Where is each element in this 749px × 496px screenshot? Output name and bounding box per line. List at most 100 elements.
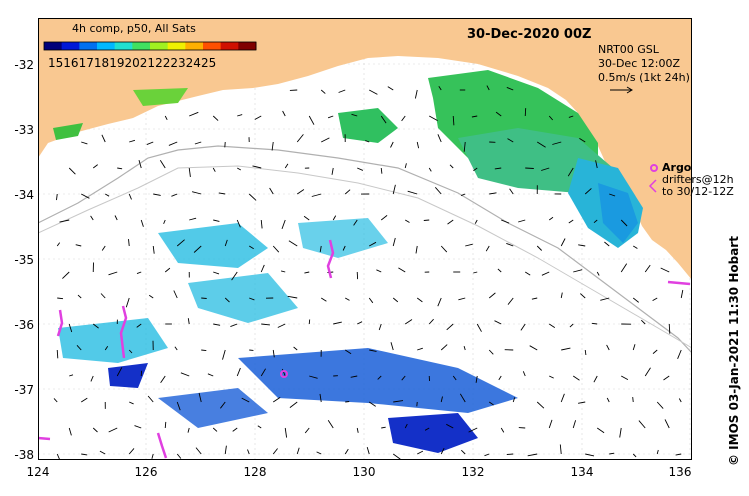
- current-vector: [381, 426, 386, 429]
- argo-legend-marker: [650, 164, 658, 172]
- current-vector: [188, 167, 191, 177]
- current-vector: [222, 349, 226, 360]
- argo-float-marker[interactable]: [280, 370, 288, 378]
- colorbar-segment: [132, 42, 151, 50]
- current-vector: [220, 401, 226, 409]
- current-vector: [207, 373, 214, 377]
- current-vector: [580, 293, 586, 299]
- current-vector: [434, 187, 442, 195]
- current-vector: [520, 323, 526, 331]
- current-vector: [366, 446, 370, 455]
- current-vector: [311, 193, 322, 197]
- current-vector: [53, 398, 58, 403]
- current-vector: [428, 318, 434, 325]
- colorbar-tick: 24: [185, 56, 201, 70]
- current-vector: [232, 427, 238, 432]
- current-vector: [585, 453, 595, 457]
- current-vector: [176, 401, 181, 411]
- current-vector: [404, 163, 407, 169]
- current-vector: [176, 453, 182, 459]
- current-vectors: [53, 85, 684, 460]
- info-line: 30-Dec 12:00Z: [598, 57, 680, 70]
- map-canvas[interactable]: [38, 18, 692, 460]
- current-vector: [288, 240, 298, 247]
- current-vector: [476, 323, 482, 332]
- current-vector: [640, 319, 646, 325]
- current-vector: [344, 189, 351, 195]
- colorbar-tick: 23: [170, 56, 186, 70]
- current-vector: [660, 267, 670, 273]
- current-vector: [529, 345, 538, 351]
- current-vector: [621, 375, 629, 380]
- current-vector: [105, 193, 110, 197]
- current-vector: [104, 345, 109, 351]
- colorbar-segment: [203, 42, 222, 50]
- current-vector: [304, 271, 310, 274]
- lat-label: -34: [14, 188, 34, 202]
- current-vector: [164, 421, 167, 429]
- current-vector: [212, 115, 219, 121]
- current-vector: [512, 397, 516, 403]
- colorbar-segment: [61, 42, 80, 50]
- current-vector: [656, 401, 664, 409]
- current-vector: [488, 292, 496, 299]
- current-vector: [100, 293, 106, 299]
- current-vector: [463, 345, 466, 351]
- current-vector: [485, 245, 490, 252]
- current-vector: [460, 193, 466, 197]
- current-vector: [447, 219, 454, 225]
- current-vector: [338, 89, 346, 93]
- current-vector: [327, 115, 334, 119]
- current-vector: [237, 114, 243, 117]
- current-vector: [195, 447, 202, 455]
- current-vector: [609, 193, 616, 197]
- current-vector: [191, 191, 202, 195]
- current-vector: [129, 401, 134, 405]
- current-vector: [572, 420, 577, 429]
- current-vector: [164, 267, 171, 273]
- colorbar-tick: 16: [63, 56, 79, 70]
- current-vector: [81, 141, 88, 145]
- lon-label: 128: [243, 465, 267, 479]
- current-vector: [365, 140, 370, 143]
- colorbar: [43, 41, 257, 51]
- current-vector: [560, 238, 566, 247]
- current-vector: [316, 451, 322, 455]
- current-vector: [68, 427, 72, 436]
- current-vector: [189, 217, 197, 221]
- current-vector: [281, 368, 286, 377]
- current-vector: [404, 319, 413, 325]
- current-vector: [549, 375, 554, 379]
- argo-legend: Argo drifters@12h to 30/12-12Z: [662, 162, 734, 198]
- current-vector: [147, 395, 154, 403]
- drifters-label: drifters@12h: [662, 173, 734, 186]
- current-vector: [168, 141, 178, 146]
- lon-label: 134: [570, 465, 594, 479]
- current-vector: [320, 89, 326, 94]
- current-vector: [548, 419, 553, 429]
- current-vector: [108, 271, 118, 276]
- current-vector: [308, 115, 315, 125]
- current-vector: [212, 167, 216, 172]
- colorbar-outline: [43, 41, 257, 51]
- current-vector: [284, 163, 289, 169]
- current-vector: [260, 368, 266, 377]
- argo-label: Argo: [662, 161, 692, 174]
- current-vector: [236, 367, 241, 377]
- current-vector: [152, 245, 155, 254]
- current-vector: [619, 427, 622, 438]
- current-vector: [230, 323, 238, 328]
- current-vector: [452, 375, 457, 381]
- current-vector: [437, 134, 442, 143]
- current-vector: [281, 219, 286, 230]
- current-vector: [489, 192, 497, 195]
- current-vector: [319, 245, 322, 253]
- current-vector: [56, 453, 61, 460]
- current-vector: [596, 427, 605, 434]
- current-vector: [90, 375, 94, 382]
- current-vector: [77, 294, 82, 299]
- current-vector: [296, 447, 300, 455]
- colorbar-segment: [238, 42, 257, 50]
- current-vector: [212, 427, 218, 432]
- current-vector: [536, 245, 543, 251]
